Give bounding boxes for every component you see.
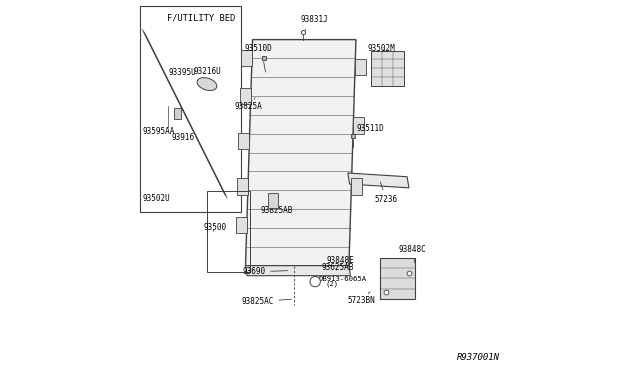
Text: R937001N: R937001N	[457, 353, 500, 362]
Text: 93825AC: 93825AC	[241, 297, 291, 306]
Text: 93831J: 93831J	[300, 16, 328, 30]
Text: N: N	[313, 279, 317, 285]
Polygon shape	[246, 39, 356, 266]
Bar	[238, 133, 250, 150]
Bar	[268, 193, 278, 208]
Text: 93395U: 93395U	[168, 68, 196, 77]
Text: F/UTILITY BED: F/UTILITY BED	[167, 14, 236, 23]
Text: 93511D: 93511D	[353, 124, 384, 138]
Text: 93510D: 93510D	[244, 44, 272, 58]
Bar	[239, 88, 251, 104]
Bar	[236, 217, 247, 233]
Bar	[237, 179, 248, 195]
Text: 5723BN: 5723BN	[348, 292, 376, 305]
Text: 57236: 57236	[375, 182, 398, 204]
Text: 93216U: 93216U	[193, 67, 221, 76]
Bar	[371, 51, 404, 86]
Text: DB913-6065A: DB913-6065A	[315, 276, 367, 282]
Text: 93500: 93500	[204, 223, 227, 232]
Text: 93848E: 93848E	[326, 256, 355, 266]
Text: 93502M: 93502M	[367, 44, 395, 52]
Bar	[355, 58, 366, 75]
Text: (2): (2)	[326, 280, 339, 287]
Text: 93825A: 93825A	[234, 98, 262, 111]
Bar	[351, 179, 362, 195]
Polygon shape	[348, 173, 409, 188]
Bar	[353, 117, 364, 134]
Bar	[207, 191, 250, 272]
Text: 93625AB: 93625AB	[322, 263, 354, 272]
Polygon shape	[246, 266, 350, 276]
Bar	[140, 6, 241, 212]
Bar	[380, 258, 415, 299]
Ellipse shape	[197, 78, 217, 90]
Circle shape	[310, 276, 321, 287]
Text: 93916: 93916	[172, 133, 195, 142]
Text: 93825AB: 93825AB	[260, 201, 293, 215]
Bar	[173, 108, 181, 119]
Bar	[241, 49, 252, 66]
Text: 93502U: 93502U	[143, 195, 171, 203]
Text: 93690: 93690	[242, 267, 287, 276]
Text: 93595AA: 93595AA	[143, 126, 175, 136]
Text: 93848C: 93848C	[399, 244, 427, 263]
